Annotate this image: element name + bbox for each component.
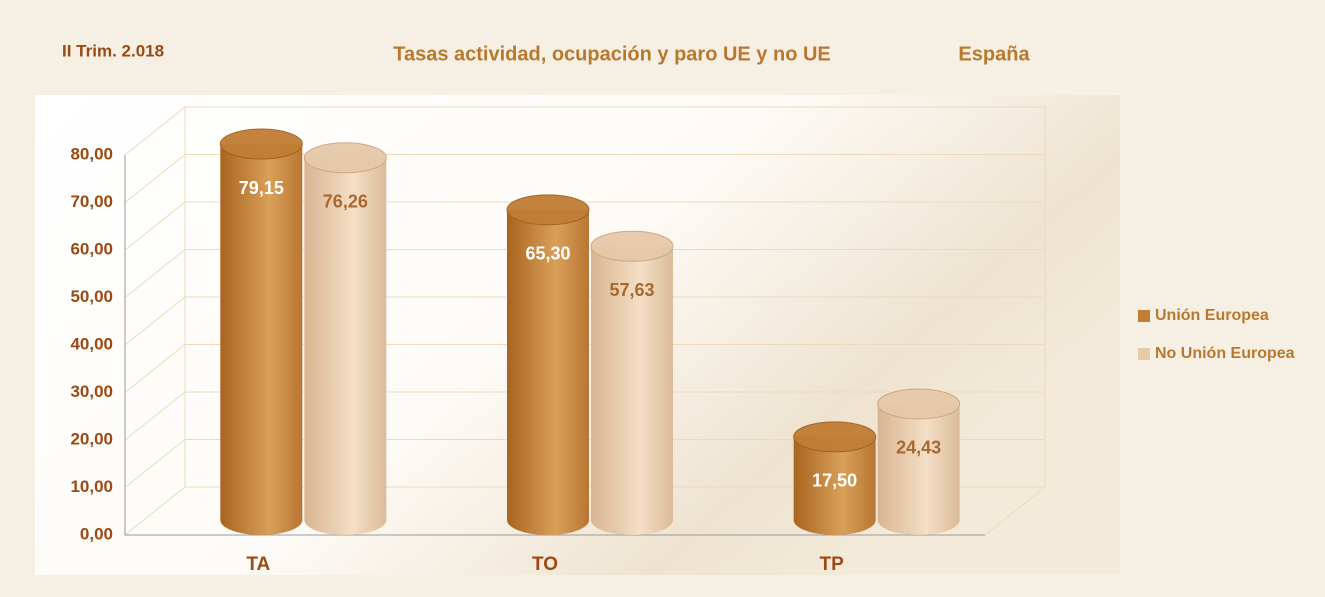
cylinder-top bbox=[793, 421, 877, 453]
x-tick-label: TA bbox=[246, 554, 270, 575]
legend-label: No Unión Europea bbox=[1155, 345, 1295, 362]
y-tick-label: 30,00 bbox=[70, 382, 113, 401]
bar bbox=[877, 403, 960, 520]
y-tick-label: 80,00 bbox=[70, 144, 113, 163]
chart-title: Tasas actividad, ocupación y paro UE y n… bbox=[393, 43, 831, 65]
subtitle: II Trim. 2.018 bbox=[62, 41, 164, 60]
side-grid-line bbox=[124, 486, 186, 536]
value-label: 57,63 bbox=[609, 280, 654, 300]
bar bbox=[507, 209, 589, 520]
side-grid-line bbox=[124, 296, 186, 346]
y-tick-label: 60,00 bbox=[70, 239, 113, 258]
side-grid-line bbox=[124, 391, 186, 441]
value-label: 17,50 bbox=[812, 471, 857, 491]
side-grid-line bbox=[124, 439, 186, 488]
value-label: 65,30 bbox=[525, 244, 570, 264]
cylinder-top bbox=[590, 230, 674, 262]
legend-swatch bbox=[1138, 348, 1150, 360]
value-label: 76,26 bbox=[323, 192, 368, 212]
legend-label: Unión Europea bbox=[1155, 307, 1269, 324]
cylinder-top bbox=[303, 142, 387, 174]
region: España bbox=[958, 43, 1030, 65]
y-tick-label: 40,00 bbox=[70, 334, 113, 353]
side-grid-line bbox=[124, 154, 186, 203]
y-tick-label: 0,00 bbox=[80, 524, 113, 543]
y-tick-label: 50,00 bbox=[70, 287, 113, 306]
floor-right bbox=[984, 486, 1046, 536]
y-tick-label: 20,00 bbox=[70, 429, 113, 448]
x-tick-label: TP bbox=[820, 554, 845, 575]
side-grid-line bbox=[124, 106, 186, 156]
side-grid-line bbox=[124, 249, 186, 298]
cylinder-top bbox=[506, 194, 590, 226]
side-grid-line bbox=[124, 201, 186, 251]
bar bbox=[304, 157, 387, 520]
side-grid-line bbox=[124, 344, 186, 393]
y-tick-label: 10,00 bbox=[70, 477, 113, 496]
bar bbox=[220, 144, 303, 520]
cylinder-top bbox=[219, 128, 303, 160]
cylinder-top bbox=[877, 388, 961, 420]
bar bbox=[591, 246, 673, 520]
value-label: 24,43 bbox=[896, 438, 941, 458]
legend-swatch bbox=[1138, 310, 1150, 322]
y-tick-label: 70,00 bbox=[70, 192, 113, 211]
value-label: 79,15 bbox=[239, 178, 284, 198]
x-tick-label: TO bbox=[532, 554, 558, 575]
